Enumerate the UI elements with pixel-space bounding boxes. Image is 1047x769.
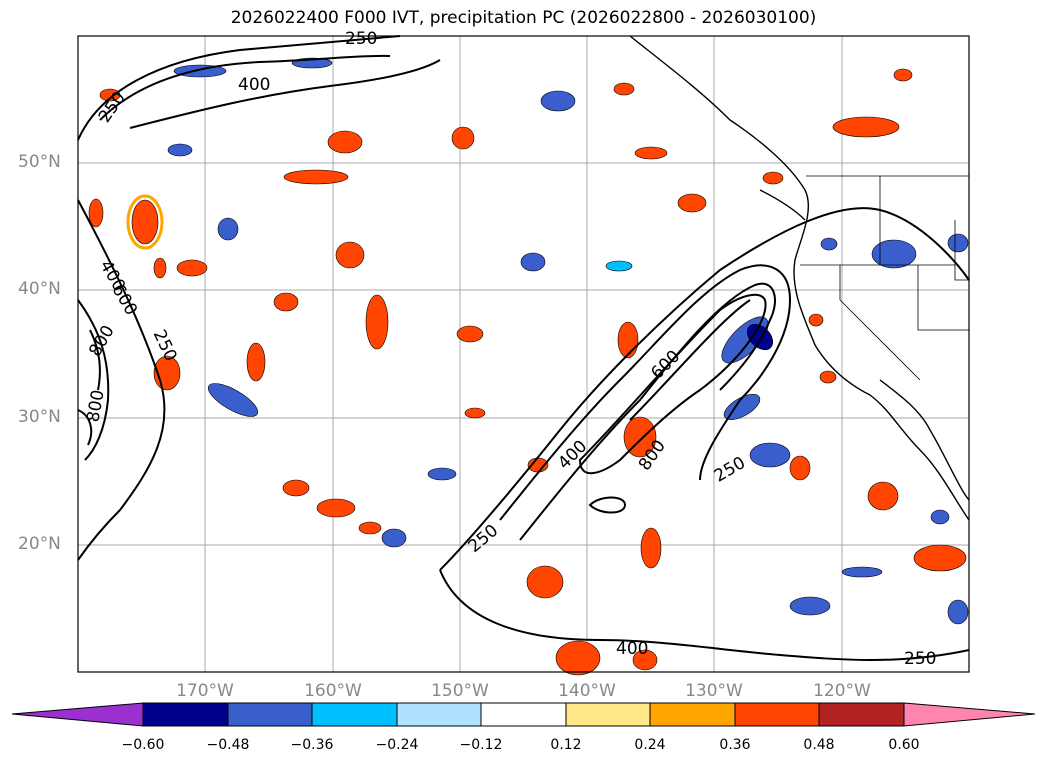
political-borders xyxy=(800,175,969,381)
colorbar-tick: 0.24 xyxy=(634,737,666,753)
colorbar-tick: −0.60 xyxy=(121,737,165,753)
lon-label: 140°W xyxy=(558,681,616,701)
precip-positive-blobs xyxy=(88,68,967,676)
coastline xyxy=(629,35,970,521)
precip-negative-blobs xyxy=(167,57,969,625)
colorbar-tick: −0.12 xyxy=(459,737,503,753)
contour-label: 250 xyxy=(345,29,377,49)
lon-label: 170°W xyxy=(176,681,234,701)
lon-label: 150°W xyxy=(431,681,489,701)
lon-label: 120°W xyxy=(813,681,871,701)
colorbar-tick: 0.36 xyxy=(719,737,751,753)
colorbar-tick: −0.36 xyxy=(290,737,334,753)
contour-label: 400 xyxy=(616,639,648,659)
colorbar-tick: 0.60 xyxy=(888,737,920,753)
lat-label: 30°N xyxy=(18,407,61,427)
contour-label: 250 xyxy=(904,649,936,669)
ivt-contours xyxy=(77,35,970,661)
lon-label: 130°W xyxy=(685,681,743,701)
lat-label: 40°N xyxy=(18,279,61,299)
colorbar-tick: −0.24 xyxy=(375,737,419,753)
colorbar xyxy=(11,702,1036,727)
lat-label: 50°N xyxy=(18,152,61,172)
map-title: 2026022400 F000 IVT, precipitation PC (2… xyxy=(230,8,817,28)
colorbar-tick: 0.12 xyxy=(550,737,582,753)
colorbar-tick: 0.48 xyxy=(803,737,835,753)
graticule xyxy=(78,36,969,672)
contour-label: 400 xyxy=(238,75,270,95)
lon-label: 160°W xyxy=(304,681,362,701)
lat-label: 20°N xyxy=(18,534,61,554)
colorbar-tick: −0.48 xyxy=(206,737,250,753)
